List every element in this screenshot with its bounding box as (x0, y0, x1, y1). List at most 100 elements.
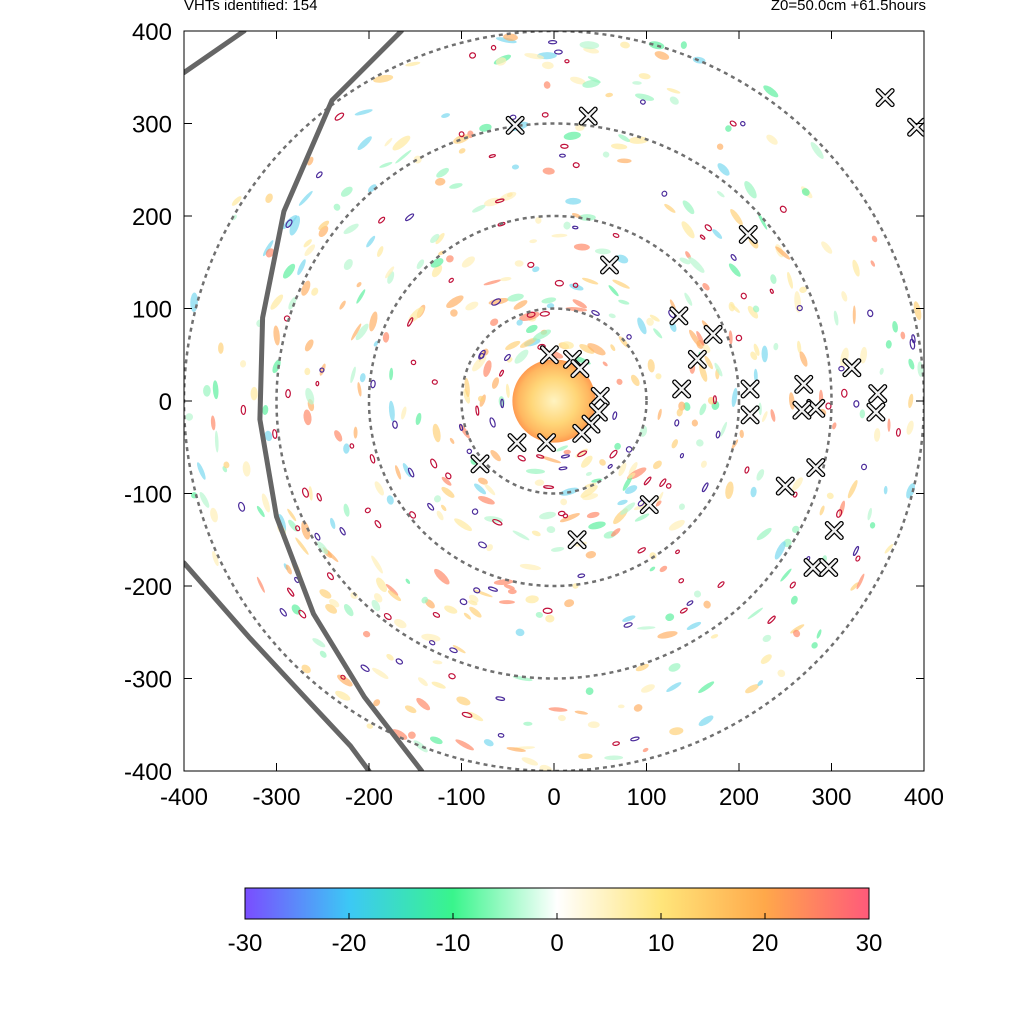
vorticity-patch (884, 544, 894, 554)
vorticity-patch (417, 677, 428, 687)
vht-marker-fill (568, 531, 586, 548)
vorticity-contour (238, 501, 246, 512)
vorticity-patch (666, 682, 682, 693)
vorticity-patch (604, 755, 624, 761)
vorticity-patch (671, 439, 679, 449)
vorticity-patch (545, 614, 555, 623)
vht-marker (792, 400, 812, 420)
vorticity-patch (679, 257, 691, 265)
vorticity-patch (618, 299, 630, 305)
vorticity-patch (210, 415, 216, 431)
vorticity-patch (185, 413, 194, 421)
x-tick-label: 100 (626, 784, 666, 811)
vorticity-contour (704, 224, 712, 232)
vorticity-patch (700, 460, 707, 468)
core-maximum (512, 359, 596, 443)
vorticity-patch (519, 337, 537, 348)
vorticity-patch (716, 143, 724, 150)
vorticity-contour (383, 612, 392, 621)
vht-marker (470, 454, 490, 474)
x-tick-label: -400 (160, 784, 208, 811)
vorticity-patch (512, 530, 530, 541)
vht-marker-fill (673, 380, 690, 398)
vorticity-patch (892, 321, 898, 333)
vorticity-patch (464, 377, 470, 397)
vorticity-patch (714, 362, 723, 377)
vorticity-contour (475, 405, 480, 416)
vorticity-patch (793, 629, 801, 638)
vht-marker-fill (795, 376, 812, 393)
vorticity-patch (668, 519, 685, 531)
vorticity-contour (285, 389, 291, 399)
y-tick-label: -100 (124, 482, 172, 509)
vorticity-patch (756, 469, 765, 481)
vorticity-patch (240, 360, 247, 368)
vorticity-patch (350, 366, 356, 384)
vht-marker-fill (508, 434, 526, 451)
vorticity-patch (617, 499, 628, 506)
vorticity-contour (448, 277, 454, 283)
vorticity-patch (572, 299, 587, 309)
vorticity-patch (611, 528, 621, 537)
vorticity-patch (353, 426, 358, 439)
vorticity-contour (287, 587, 295, 597)
vorticity-patch (456, 696, 471, 706)
vorticity-patch (563, 131, 581, 140)
vorticity-patch (434, 568, 450, 585)
vorticity-patch (416, 697, 431, 711)
vht-marker (819, 558, 839, 577)
vorticity-contour (659, 478, 667, 488)
vorticity-contour (744, 466, 750, 474)
vorticity-patch (301, 664, 311, 674)
vorticity-patch (385, 266, 395, 279)
vht-marker-fill (826, 522, 843, 539)
vorticity-patch (780, 568, 792, 582)
vorticity-patch (430, 258, 444, 268)
vorticity-patch (790, 595, 798, 605)
vorticity-contour (572, 162, 580, 169)
vorticity-patch (716, 190, 725, 198)
vorticity-patch (304, 244, 316, 257)
vorticity-contour (364, 507, 371, 514)
vht-marker-fill (641, 496, 658, 513)
vorticity-patch (703, 600, 711, 609)
vorticity-patch (681, 221, 695, 239)
vorticity-patch (669, 96, 679, 105)
colorbar-tick-label: 0 (550, 930, 563, 957)
vorticity-patch (298, 190, 313, 206)
vorticity-patch (458, 148, 466, 154)
vorticity-patch (463, 388, 471, 404)
vorticity-contour (543, 485, 555, 489)
vorticity-contour (459, 423, 464, 431)
vorticity-contour (678, 578, 685, 584)
vorticity-patch (382, 331, 390, 343)
vorticity-contour (503, 353, 511, 362)
vorticity-patch (318, 220, 330, 231)
vorticity-patch (816, 629, 822, 639)
vorticity-patch (744, 181, 757, 199)
vorticity-contour (679, 607, 688, 614)
vorticity-patch (391, 729, 408, 740)
vht-marker (570, 359, 590, 379)
vht-marker-fill (807, 459, 825, 476)
vorticity-patch (214, 430, 219, 453)
vorticity-patch (304, 339, 314, 352)
vorticity-patch (432, 660, 443, 665)
vorticity-contour (314, 532, 321, 541)
vorticity-patch (678, 503, 685, 510)
vorticity-patch (689, 329, 701, 347)
vorticity-patch (563, 449, 571, 455)
vht-marker (866, 402, 886, 422)
vorticity-patch (441, 113, 451, 118)
vorticity-patch (617, 158, 632, 164)
vorticity-patch (503, 33, 518, 41)
vorticity-patch (514, 349, 529, 364)
vorticity-patch (588, 521, 606, 530)
vorticity-contour (867, 309, 874, 318)
vorticity-patch (373, 699, 381, 707)
vorticity-contour (404, 213, 415, 222)
vorticity-patch (319, 363, 326, 376)
vorticity-contour (560, 143, 569, 149)
vorticity-patch (387, 590, 402, 602)
vorticity-patch (634, 513, 650, 522)
